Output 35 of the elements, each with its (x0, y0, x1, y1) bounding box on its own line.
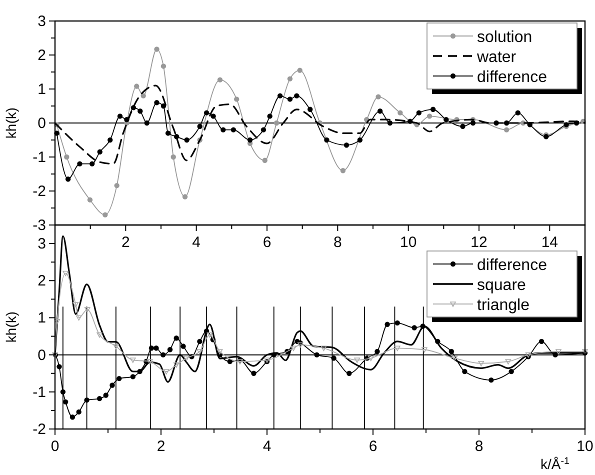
x-tick-label: 8 (474, 438, 484, 455)
y-axis-title: kh(k) (3, 107, 19, 139)
x-tick-label: 4 (262, 438, 272, 455)
y-tick-label: 1 (38, 81, 46, 98)
y-tick-label: 0 (38, 115, 46, 132)
x-tick-label: 0 (50, 438, 60, 455)
legend-label: square (477, 277, 526, 294)
y-tick-label: 0 (38, 346, 46, 364)
x-tick-label: 2 (156, 438, 166, 455)
legend-label: triangle (477, 297, 530, 314)
x-tick-label: 6 (262, 234, 272, 251)
x-tick-label: 6 (368, 438, 378, 455)
x-tick-label: 2 (121, 234, 130, 251)
y-tick-label: -3 (32, 217, 46, 234)
legend-label: solution (477, 29, 532, 46)
y-tick-label: 1 (38, 310, 46, 327)
y-axis-title: kh(k) (3, 311, 19, 343)
legend-label: difference (477, 257, 548, 274)
x-tick-label: 10 (400, 234, 417, 251)
x-tick-label: 10 (576, 438, 594, 455)
x-tick-label: 14 (541, 234, 558, 251)
x-tick-label: 12 (470, 234, 488, 251)
legend-label: difference (477, 69, 548, 86)
legend-label: water (476, 49, 517, 66)
x-axis-title: k/Å$^{-1}$ (540, 456, 570, 472)
y-tick-label: -1 (32, 384, 46, 401)
y-tick-label: 2 (38, 272, 46, 290)
y-tick-label: -2 (32, 421, 46, 438)
y-tick-label: -2 (32, 183, 46, 200)
y-tick-label: 2 (38, 47, 46, 64)
y-tick-label: 3 (38, 236, 46, 253)
y-tick-label: -1 (32, 149, 46, 166)
y-tick-label: 3 (38, 13, 46, 30)
x-tick-label: 8 (333, 234, 342, 251)
x-tick-label: 4 (192, 234, 201, 251)
